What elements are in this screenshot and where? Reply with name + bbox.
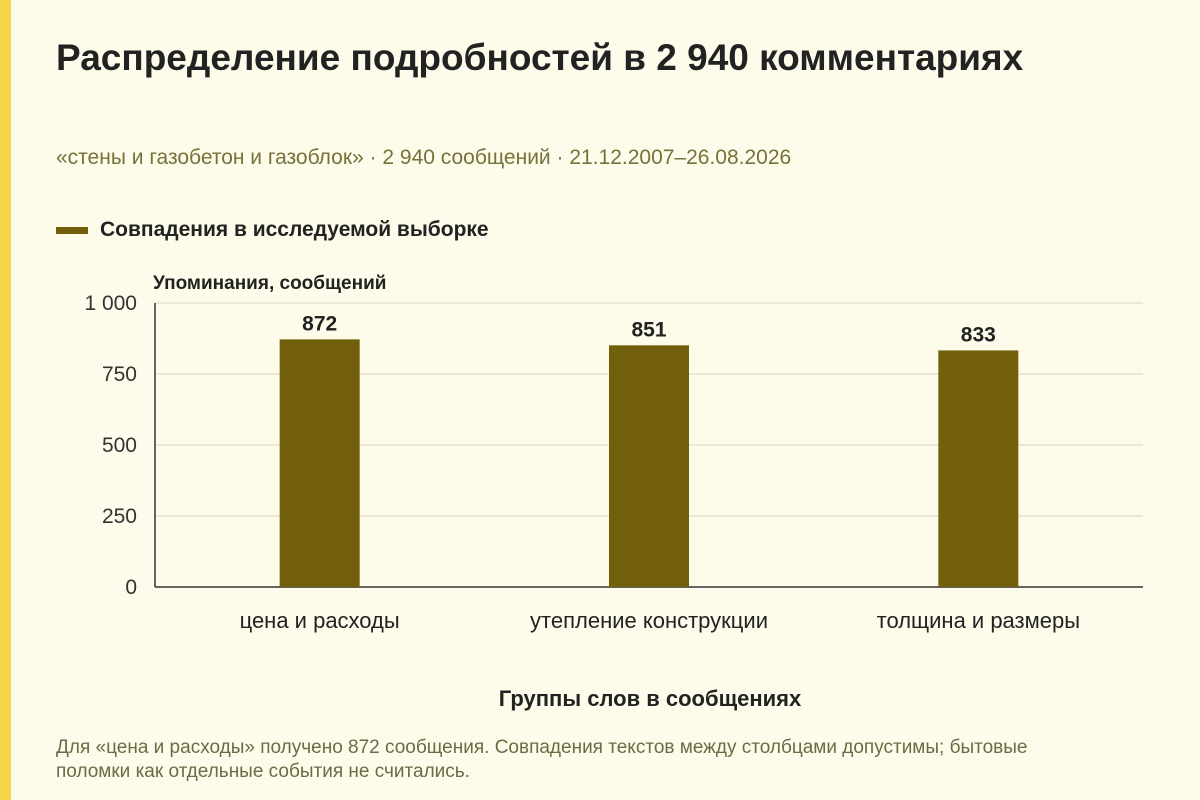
y-tick-label: 0 [125, 576, 137, 599]
data-label: 833 [961, 323, 996, 346]
y-tick-label: 500 [102, 434, 137, 457]
x-tick-label: утепление конструкции [530, 608, 768, 633]
x-tick-label: толщина и размеры [877, 608, 1080, 633]
x-axis-label: Группы слов в сообщениях [498, 686, 802, 711]
chart-subtitle: «стены и газобетон и газоблок» · 2 940 с… [56, 146, 792, 169]
y-tick-label: 750 [102, 363, 137, 386]
bar [279, 339, 360, 587]
bar [938, 350, 1019, 587]
data-label: 872 [302, 312, 337, 335]
legend-swatch [56, 226, 88, 234]
chart-title: Распределение подробностей в 2 940 комме… [56, 37, 1024, 78]
y-tick-label: 250 [102, 505, 137, 528]
y-tick-label: 1 000 [84, 292, 137, 315]
data-label: 851 [631, 318, 666, 341]
legend: Совпадения в исследуемой выборке [56, 218, 489, 242]
x-tick-label: цена и расходы [240, 608, 400, 633]
bar [609, 345, 689, 587]
y-axis-label: Упоминания, сообщений [153, 273, 387, 294]
footnote: Для «цена и расходы» получено 872 сообще… [56, 737, 1028, 782]
legend-label: Совпадения в исследуемой выборке [100, 218, 489, 241]
accent-stripe [0, 0, 11, 800]
